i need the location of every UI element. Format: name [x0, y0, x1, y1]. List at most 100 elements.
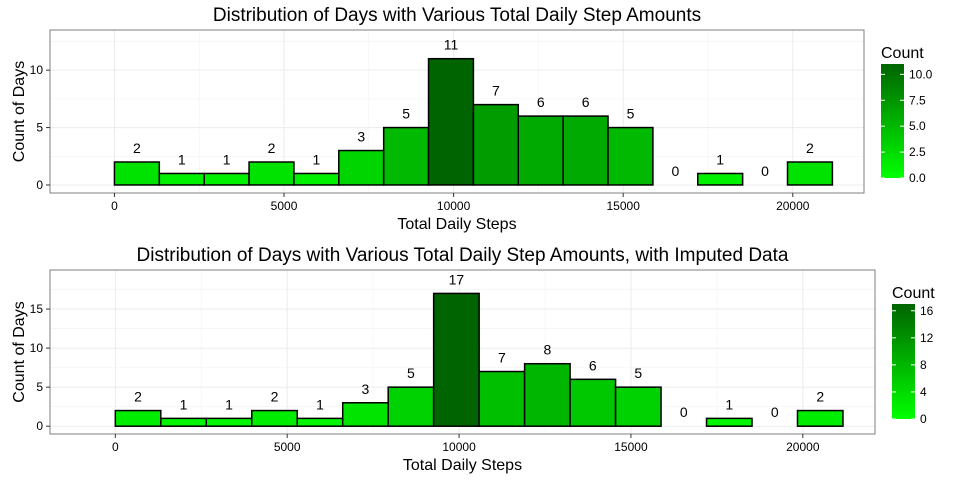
legend-tick-label: 8	[920, 358, 927, 372]
histogram-bar	[248, 161, 295, 186]
histogram-bar	[562, 115, 609, 186]
histogram-bar	[705, 417, 753, 427]
plot-border	[49, 29, 865, 194]
x-tick-label: 0	[111, 199, 118, 213]
histogram-bar	[427, 57, 475, 186]
bar-count-label: 0	[680, 404, 688, 420]
bar-count-label: 3	[362, 381, 370, 397]
legend-tick-label: 12	[920, 331, 934, 345]
x-tick-label: 15000	[614, 440, 648, 454]
legend-tick-label: 5.0	[909, 119, 926, 133]
x-tick-label: 20000	[786, 440, 820, 454]
histogram-bar	[205, 417, 253, 427]
legend-tick-label: 16	[920, 304, 934, 318]
y-tick-label: 15	[30, 302, 44, 316]
histogram-bar	[341, 402, 389, 427]
x-tick-label: 15000	[607, 199, 641, 213]
bar-count-label: 1	[316, 396, 324, 412]
legend-title: Count	[881, 45, 924, 62]
y-tick-label: 0	[36, 178, 43, 192]
x-tick-label: 20000	[776, 199, 810, 213]
x-tick-label: 5000	[271, 199, 298, 213]
histogram-bar	[796, 409, 844, 427]
legend-tick-label: 4	[920, 385, 927, 399]
bar-count-label: 5	[402, 106, 410, 122]
y-axis-title: Count of Days	[11, 301, 28, 402]
x-tick-label: 10000	[437, 199, 471, 213]
histogram-bar	[523, 362, 571, 427]
bar-count-label: 2	[134, 389, 142, 405]
legend-colorbar	[892, 304, 915, 419]
y-tick-label: 10	[30, 341, 44, 355]
bar-count-label: 1	[225, 396, 233, 412]
histogram-bar	[250, 409, 298, 427]
bar-count-label: 1	[223, 151, 231, 167]
bar-count-label: 6	[589, 357, 597, 373]
legend-tick-label: 7.5	[909, 93, 926, 107]
bar-count-label: 11	[444, 37, 459, 53]
bar-count-label: 1	[178, 151, 186, 167]
legend-title: Count	[892, 285, 935, 302]
x-tick-label: 10000	[442, 440, 476, 454]
x-tick-label: 5000	[274, 440, 301, 454]
histogram-imputed: Distribution of Days with Various Total …	[11, 245, 935, 474]
bar-count-label: 5	[407, 365, 415, 381]
histogram-panel-original: Distribution of Days with Various Total …	[0, 0, 960, 240]
bar-count-label: 7	[492, 83, 500, 99]
legend-tick-label: 10.0	[909, 67, 933, 81]
bar-count-label: 5	[627, 106, 635, 122]
histogram-bar	[203, 172, 250, 186]
histogram-bar	[517, 115, 564, 186]
bar-count-label: 2	[133, 140, 141, 156]
bar-count-label: 1	[716, 151, 724, 167]
histogram-bar	[114, 409, 162, 427]
histogram-bar	[569, 378, 617, 427]
bar-count-label: 6	[582, 94, 590, 110]
histogram-panel-imputed: Distribution of Days with Various Total …	[0, 240, 960, 480]
bar-count-label: 1	[312, 151, 320, 167]
legend-tick-label: 0	[920, 412, 927, 426]
y-tick-label: 10	[30, 63, 44, 77]
bar-count-label: 1	[725, 396, 733, 412]
bar-count-label: 2	[816, 389, 824, 405]
chart-title: Distribution of Days with Various Total …	[137, 245, 789, 266]
y-axis-title: Count of Days	[11, 61, 28, 162]
bar-count-label: 17	[449, 271, 465, 287]
histogram-bar	[472, 103, 520, 186]
histogram-bar	[607, 126, 654, 186]
bar-count-label: 8	[543, 342, 551, 358]
x-axis-title: Total Daily Steps	[403, 457, 522, 474]
bar-count-label: 2	[806, 140, 814, 156]
histogram-bar	[382, 126, 430, 186]
x-tick-label: 0	[112, 440, 119, 454]
histogram-bar	[387, 386, 435, 427]
histogram-bar	[160, 417, 208, 427]
y-tick-label: 0	[36, 419, 43, 433]
histogram-bar	[432, 292, 480, 427]
bar-count-label: 1	[180, 396, 188, 412]
histogram-bar	[338, 149, 385, 186]
histogram-bar	[158, 172, 205, 186]
y-tick-label: 5	[36, 121, 43, 135]
legend-colorbar	[881, 64, 904, 178]
plot-border	[49, 269, 876, 435]
bar-count-label: 7	[498, 350, 506, 366]
bar-count-label: 3	[357, 129, 365, 145]
bar-count-label: 5	[634, 365, 642, 381]
histogram-bar	[697, 172, 744, 186]
histogram-bar	[478, 370, 526, 427]
bar-count-label: 0	[771, 404, 779, 420]
histogram-bar	[786, 161, 834, 186]
bar-count-label: 0	[761, 163, 769, 179]
bar-count-label: 6	[537, 94, 545, 110]
legend-tick-label: 2.5	[909, 145, 926, 159]
bar-count-label: 0	[671, 163, 679, 179]
histogram-bar	[614, 386, 662, 427]
bar-count-label: 2	[271, 389, 279, 405]
histogram-original: Distribution of Days with Various Total …	[11, 5, 933, 233]
legend-tick-label: 0.0	[909, 171, 926, 185]
y-tick-label: 5	[36, 380, 43, 394]
bar-count-label: 2	[268, 140, 276, 156]
chart-title: Distribution of Days with Various Total …	[213, 5, 701, 26]
histogram-bar	[113, 161, 161, 186]
